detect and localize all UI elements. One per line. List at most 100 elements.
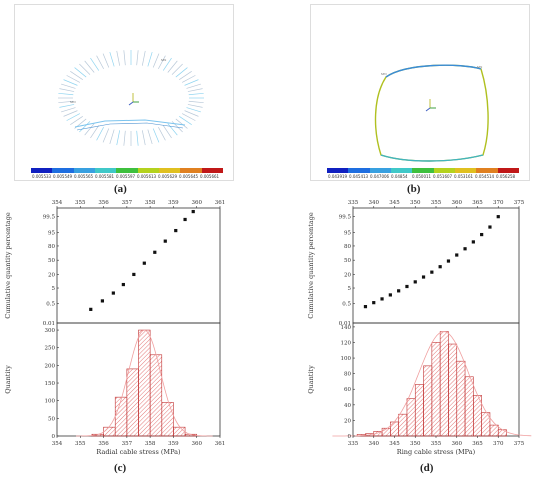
prob-data-point bbox=[121, 282, 125, 287]
prob-data-point bbox=[142, 261, 146, 265]
x-tick-label: 370 bbox=[493, 441, 504, 447]
hist-y-tick-label: 140 bbox=[341, 325, 352, 331]
radial-cable-line bbox=[96, 126, 104, 141]
radial-cable-line bbox=[175, 118, 188, 129]
prob-y-tick-label: 95 bbox=[344, 230, 351, 236]
colorbar-b-seg bbox=[476, 168, 498, 173]
radial-cable-line bbox=[184, 79, 199, 86]
top-x-tick-label: 355 bbox=[431, 200, 442, 206]
top-x-tick-label: 365 bbox=[472, 200, 483, 206]
colorbar-a-seg bbox=[73, 168, 95, 173]
histogram-bar bbox=[464, 376, 474, 437]
hist-y-tick-label: 50 bbox=[48, 416, 55, 422]
axis-triad-icon bbox=[128, 93, 139, 106]
colorbar-b-seg bbox=[369, 168, 391, 173]
hist-y-tick-label: 0 bbox=[348, 434, 352, 440]
x-tick-label: 358 bbox=[145, 441, 156, 447]
radial-cable-line bbox=[116, 130, 121, 146]
x-tick-label: 360 bbox=[191, 441, 202, 447]
histogram-bar bbox=[406, 398, 416, 437]
histogram-bar bbox=[423, 365, 433, 437]
colorbar-a bbox=[31, 168, 223, 173]
x-tick-label: 345 bbox=[389, 441, 400, 447]
x-tick-label: 375 bbox=[514, 441, 525, 447]
x-tick-label: 359 bbox=[168, 441, 179, 447]
hist-y-axis-label: Quantity bbox=[4, 365, 12, 394]
svg-text:MX: MX bbox=[477, 65, 483, 69]
colorbar-b-label: 0.043919 bbox=[328, 174, 348, 179]
histogram-bar bbox=[103, 426, 116, 437]
colorbar-b-labels: 0.043919 0.045413 0.047006 0.04854 0.050… bbox=[328, 174, 516, 179]
hist-y-tick-label: 0 bbox=[52, 434, 56, 440]
histogram-bar bbox=[161, 402, 174, 437]
x-tick-label: 355 bbox=[431, 441, 442, 447]
caption-b: (b) bbox=[407, 183, 421, 195]
prob-data-point bbox=[132, 272, 136, 277]
colorbar-a-seg bbox=[94, 168, 117, 173]
radial-cable-line bbox=[152, 128, 160, 143]
histogram-bar bbox=[456, 360, 466, 437]
prob-y-tick-label: 20 bbox=[344, 272, 351, 278]
radial-cable-line bbox=[79, 63, 91, 75]
colorbar-b-seg bbox=[454, 168, 477, 173]
radial-cable-line bbox=[152, 53, 160, 68]
radial-cable-line bbox=[141, 50, 146, 66]
prob-data-point bbox=[430, 270, 434, 274]
prob-data-point bbox=[488, 225, 492, 229]
hist-y-tick-label: 300 bbox=[45, 328, 56, 334]
radial-cable-line bbox=[188, 92, 204, 96]
chart-d-ring-cable-stress: 335 340 345 350 355 360 365 370 375 0.01 0.5 5 20 50 8… bbox=[307, 200, 532, 456]
histogram-bar bbox=[126, 368, 139, 437]
colorbar-b bbox=[327, 168, 519, 173]
top-x-tick-label: 375 bbox=[514, 200, 525, 206]
prob-data-point bbox=[480, 232, 484, 237]
radial-cable-line bbox=[179, 116, 192, 125]
histogram-bar bbox=[114, 396, 128, 437]
radial-cable-line bbox=[61, 107, 76, 113]
svg-text:MN: MN bbox=[70, 100, 76, 104]
prob-y-tick-label: 0.5 bbox=[46, 302, 55, 308]
radial-cable-line bbox=[123, 50, 126, 66]
prob-data-point bbox=[471, 240, 475, 244]
hist-y-tick-label: 80 bbox=[344, 372, 351, 378]
colorbar-b-seg bbox=[412, 168, 434, 173]
radial-cable-line bbox=[63, 110, 78, 117]
prob-y-tick-label: 50 bbox=[48, 258, 55, 264]
top-x-tick-label: 356 bbox=[98, 200, 109, 206]
prob-y-tick-label: 0.01 bbox=[43, 321, 55, 327]
histogram-bar bbox=[414, 384, 424, 437]
ring-cable-top-segment bbox=[385, 64, 482, 78]
radial-cable-line bbox=[136, 130, 139, 146]
radial-cable-line bbox=[74, 67, 87, 78]
lower-ring-curve bbox=[74, 119, 186, 128]
prob-y-axis-label: Cumulative quantity percentage bbox=[307, 212, 315, 319]
radial-cable-line bbox=[187, 88, 203, 92]
histogram-bar bbox=[481, 412, 491, 437]
prob-y-tick-label: 99.5 bbox=[43, 215, 56, 221]
prob-data-point bbox=[397, 289, 401, 293]
colorbar-a-label: 0.005565 bbox=[74, 174, 94, 179]
radial-cable-line bbox=[116, 50, 121, 66]
histogram-bar bbox=[390, 421, 399, 437]
colorbar-b-label: 0.050011 bbox=[412, 174, 432, 179]
histogram-bar bbox=[448, 343, 458, 437]
chart-c-radial-cable-stress: 354 355 356 357 358 359 360 361 0.01 0.5 5 20 50 80 95… bbox=[4, 200, 225, 456]
radial-cable-line bbox=[70, 116, 83, 125]
histogram-bar bbox=[431, 342, 441, 437]
radial-cable-line bbox=[158, 126, 166, 141]
radial-cable-line bbox=[171, 63, 183, 75]
axis-triad-icon bbox=[425, 99, 436, 112]
colorbar-b-label: 0.045413 bbox=[349, 174, 369, 179]
prob-data-point bbox=[111, 291, 115, 295]
radial-cable-line bbox=[102, 128, 110, 143]
prob-plot-frame bbox=[56, 207, 221, 324]
caption-a: (a) bbox=[114, 183, 127, 195]
radial-cable-line bbox=[184, 110, 199, 117]
hist-y-tick-label: 150 bbox=[45, 381, 56, 387]
radial-cable-line bbox=[90, 125, 100, 139]
radial-cable-line bbox=[84, 60, 95, 73]
radial-cable-line bbox=[59, 104, 75, 108]
ring-cable-model-drawing: MN MX bbox=[374, 64, 489, 162]
prob-y-tick-label: 95 bbox=[48, 230, 55, 236]
colorbar-b-label: 0.056258 bbox=[496, 174, 516, 179]
